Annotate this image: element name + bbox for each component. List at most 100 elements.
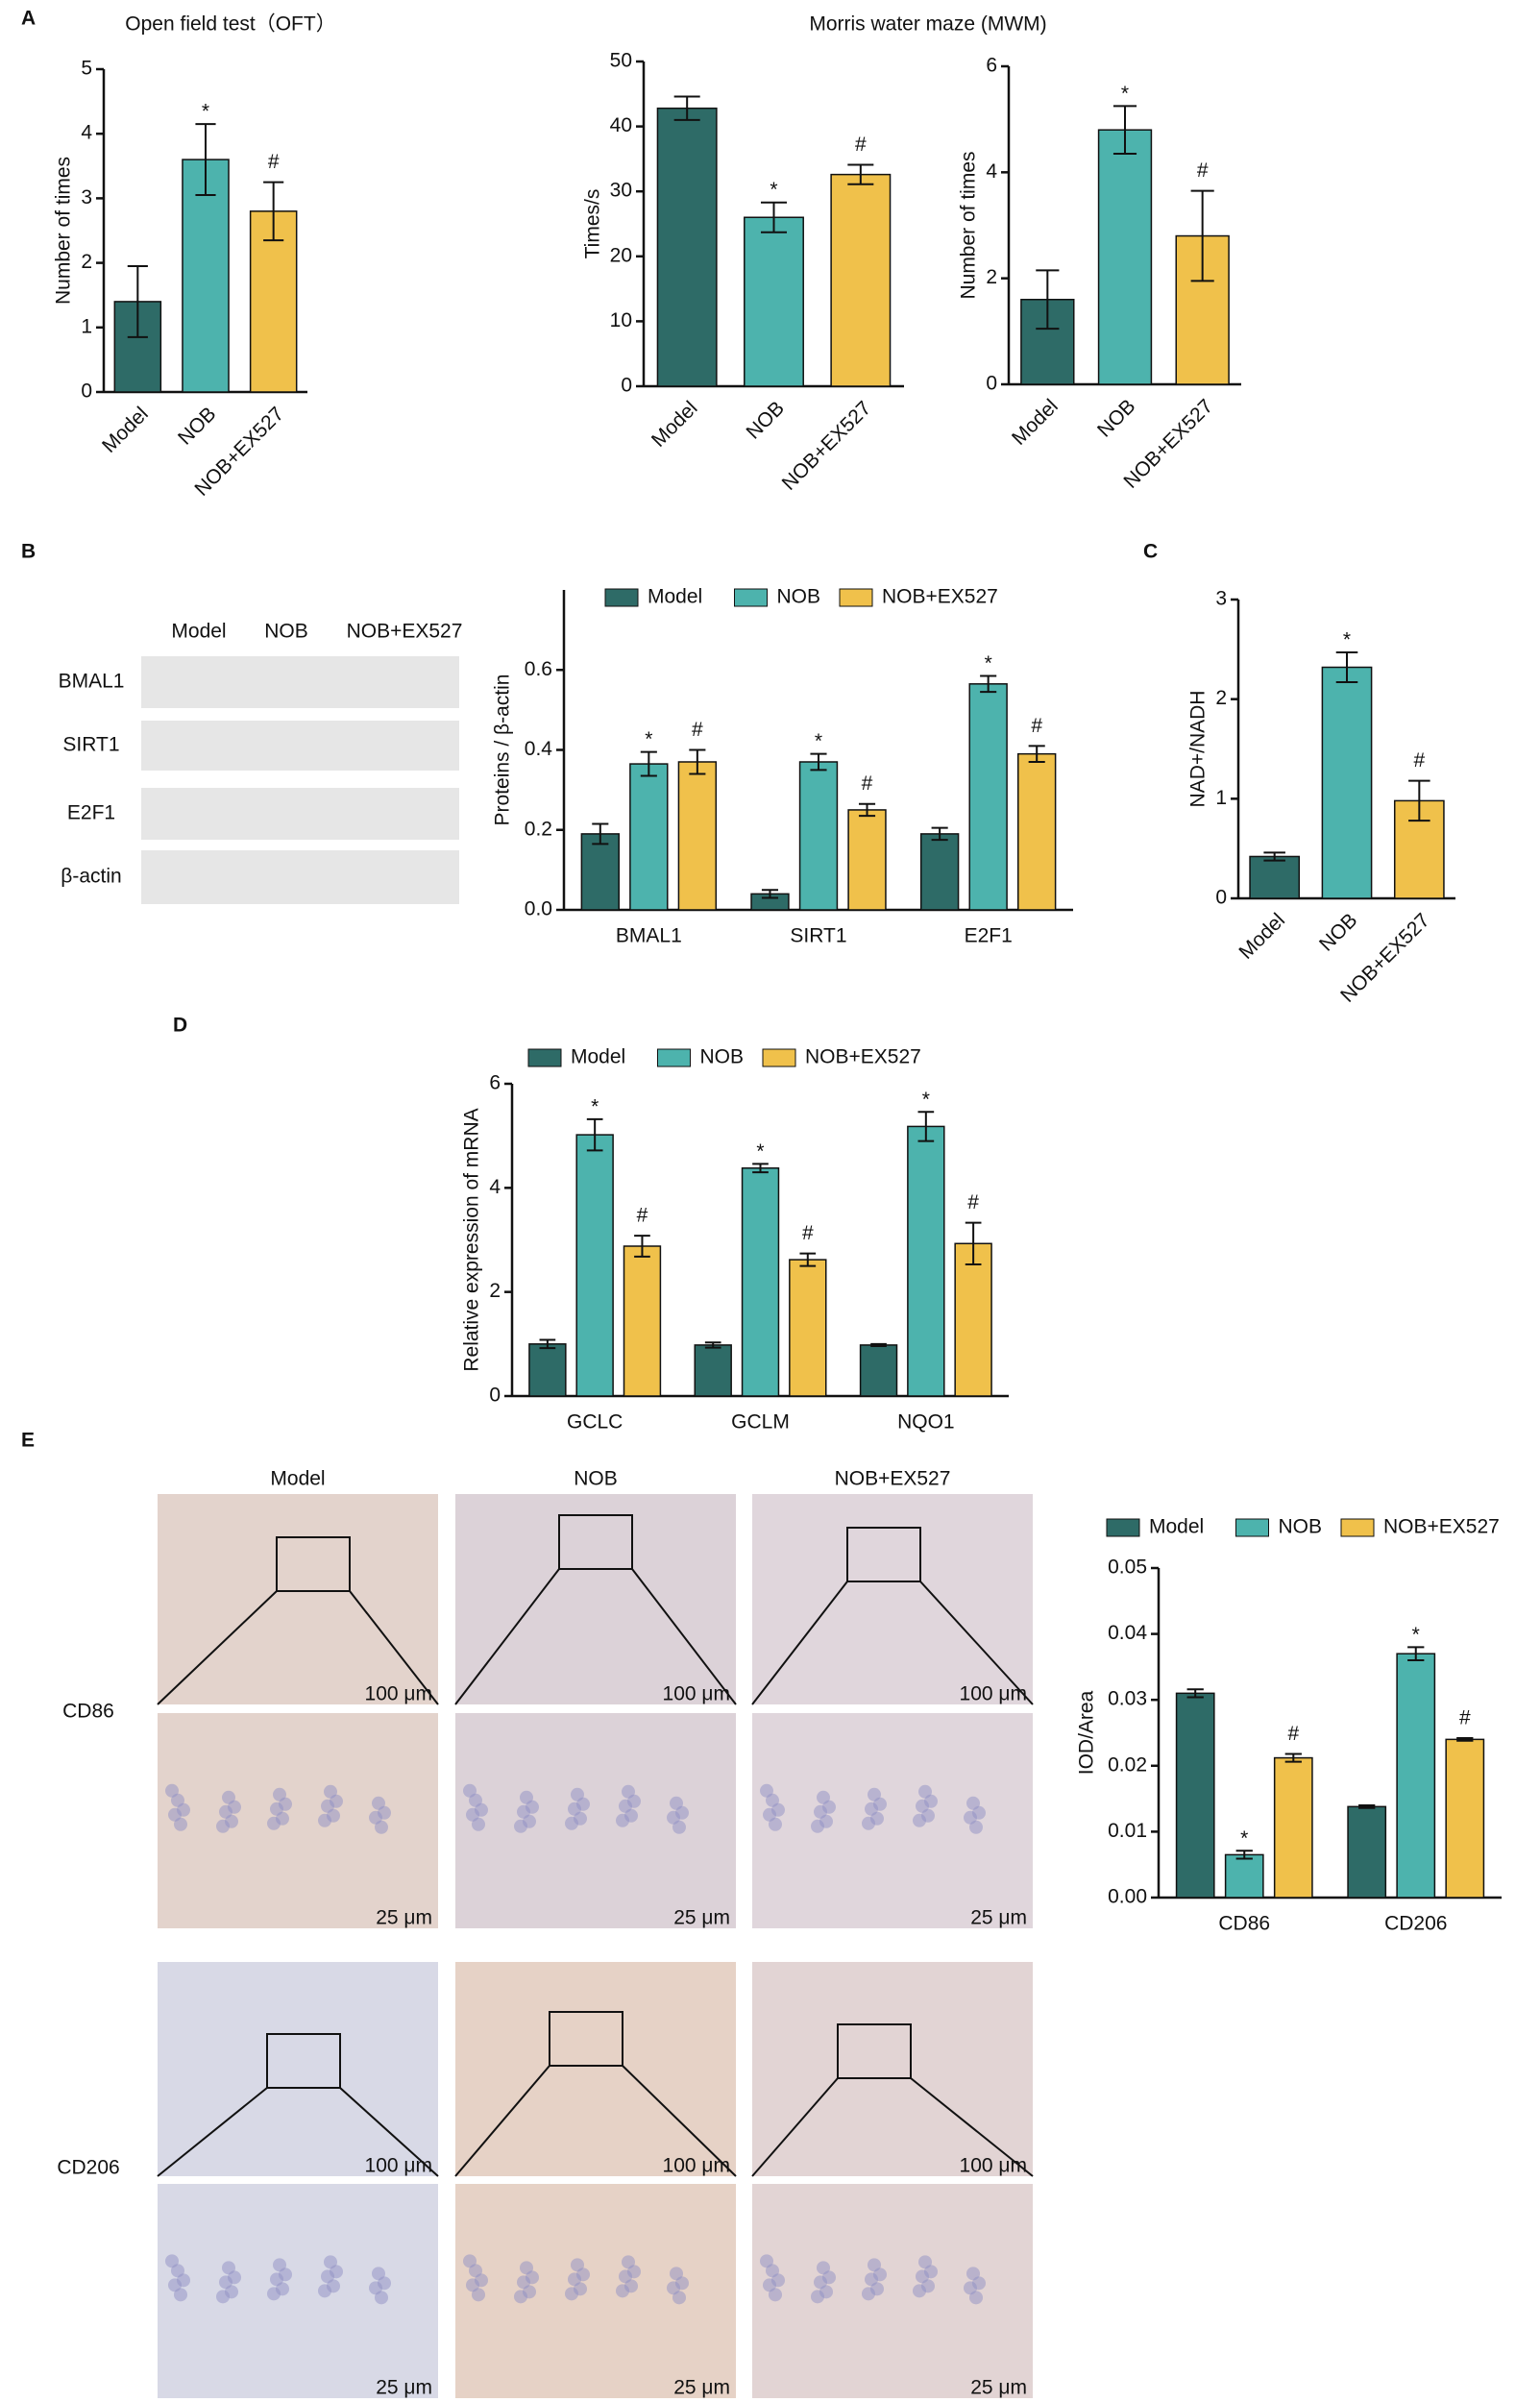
error-bar [931, 826, 948, 842]
cell [375, 2291, 388, 2305]
error-bar [704, 1341, 721, 1349]
blot-row-label: E2F1 [67, 802, 115, 824]
bar [1347, 1805, 1387, 1899]
panel-label: C [1143, 541, 1158, 563]
bar [656, 107, 718, 387]
y-tick-label: 2 [489, 1280, 501, 1302]
cell [921, 2279, 935, 2293]
y-tick-label: 0.4 [525, 738, 553, 760]
cell [675, 1805, 689, 1820]
bar [744, 216, 804, 387]
zoom-line [339, 2087, 439, 2177]
bar [629, 763, 669, 911]
cell [228, 1800, 241, 1814]
error-bar [1235, 1850, 1253, 1860]
cell [870, 1811, 884, 1826]
legend-swatch [734, 588, 768, 607]
y-tick-label: 30 [610, 180, 632, 202]
error-bar [1284, 1752, 1302, 1763]
cell [969, 2291, 983, 2305]
error-bar [1028, 745, 1045, 763]
error-bar [1036, 269, 1060, 331]
histology-zoom-image [752, 2184, 1033, 2398]
y-tick-label: 2 [1215, 687, 1227, 709]
scale-bar-label: 25 μm [376, 2377, 432, 2399]
error-bar [539, 1338, 556, 1350]
x-tick-label: NOB [1093, 395, 1139, 441]
y-tick-label: 4 [81, 122, 92, 144]
cell [873, 1797, 887, 1811]
bar [789, 1259, 827, 1397]
histology-zoom-image [455, 1713, 736, 1928]
cell [969, 1820, 983, 1834]
bar [575, 1134, 614, 1397]
y-tick-label: 0.05 [1108, 1556, 1147, 1579]
cell [378, 1805, 391, 1820]
significance-mark: * [591, 1095, 599, 1117]
x-tick-label: Model [1008, 395, 1063, 450]
x-tick-label: CD206 [1384, 1913, 1447, 1935]
significance-mark: # [692, 719, 703, 741]
scale-bar-label: 25 μm [673, 1907, 730, 1929]
histology-zoom-image [752, 1713, 1033, 1928]
blot-row-label: β-actin [61, 866, 121, 888]
zoom-line [622, 2065, 737, 2177]
error-bar [592, 822, 609, 846]
cell [819, 2285, 833, 2299]
bar [580, 833, 620, 911]
legend-swatch [1340, 1518, 1375, 1537]
cell [225, 2285, 238, 2299]
bar [694, 1344, 732, 1397]
histology-image [752, 1962, 1033, 2176]
histology-row-label: CD206 [57, 2157, 119, 2179]
cell [276, 2282, 289, 2296]
legend-label: NOB+EX527 [1383, 1516, 1500, 1538]
blot-lane-label: NOB+EX527 [347, 621, 463, 643]
x-tick-label: GCLC [567, 1411, 623, 1434]
legend-label: Model [648, 586, 702, 608]
y-axis-label: Number of times [53, 157, 75, 305]
cell [624, 1808, 638, 1823]
bar [847, 809, 887, 911]
histology-image [455, 1494, 736, 1704]
significance-mark: # [1197, 159, 1209, 182]
significance-mark: * [1412, 1624, 1420, 1646]
cell [225, 1814, 238, 1828]
bar [1396, 1653, 1436, 1899]
x-tick-label: CD86 [1218, 1913, 1270, 1935]
cell [526, 1800, 539, 1814]
cell [330, 2265, 343, 2279]
zoom-line [751, 2077, 839, 2177]
cell [574, 2282, 587, 2296]
cell [576, 2267, 590, 2282]
zoom-box [266, 2033, 341, 2089]
legend-label: NOB [700, 1046, 745, 1068]
significance-mark: # [637, 1205, 648, 1227]
histology-column-label: NOB+EX527 [835, 1468, 951, 1490]
cell [672, 1820, 686, 1834]
x-tick-label: E2F1 [965, 925, 1013, 947]
blot-strip [141, 656, 459, 708]
significance-mark: # [855, 134, 867, 156]
histology-image [158, 1962, 438, 2176]
y-axis-label: Relative expression of mRNA [461, 1108, 483, 1371]
bar [954, 1242, 992, 1397]
cell [327, 2279, 340, 2293]
scale-bar-label: 25 μm [673, 2377, 730, 2399]
cell [672, 2291, 686, 2305]
zoom-line [157, 2087, 268, 2177]
error-bar [1408, 779, 1430, 822]
panel-label: A [21, 8, 36, 30]
y-tick-label: 2 [986, 266, 997, 288]
significance-mark: * [815, 730, 822, 752]
cell [327, 1808, 340, 1823]
error-bar [1358, 1803, 1376, 1809]
y-tick-label: 0.00 [1108, 1886, 1147, 1908]
histology-column-label: Model [270, 1468, 325, 1490]
error-bar [761, 889, 779, 899]
y-tick-label: 50 [610, 50, 632, 72]
bar [1445, 1738, 1485, 1899]
cell [378, 2276, 391, 2291]
x-tick-label: GCLM [731, 1411, 790, 1434]
significance-mark: * [645, 728, 652, 750]
